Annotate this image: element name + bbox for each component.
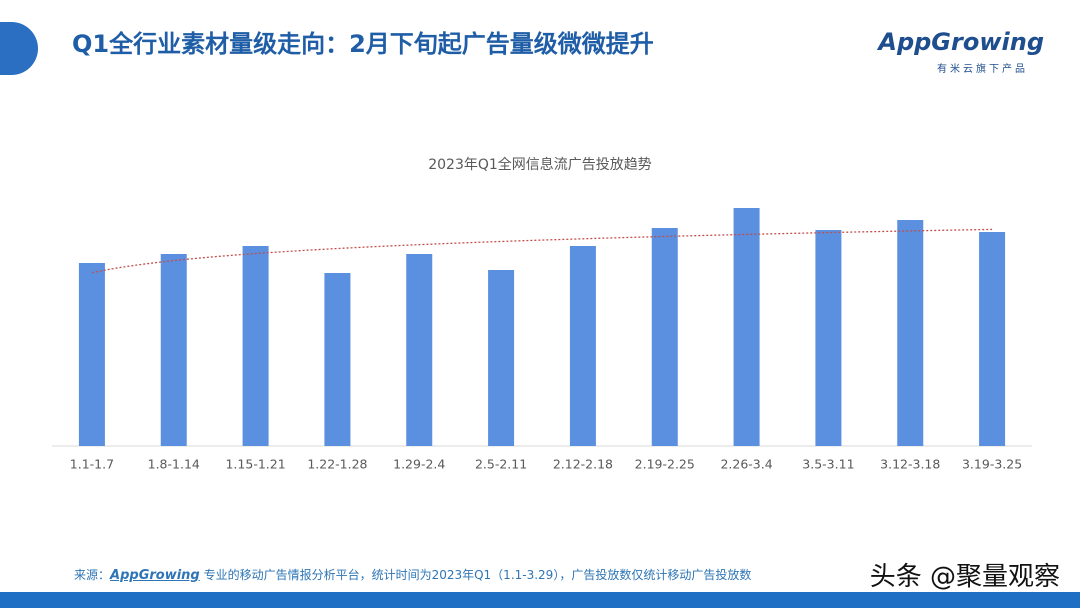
bar bbox=[815, 230, 842, 446]
x-tick-label: 2.12-2.18 bbox=[553, 457, 613, 472]
x-tick-label: 1.22-1.28 bbox=[307, 457, 367, 472]
bar bbox=[897, 220, 924, 446]
footer: 来源：AppGrowing 专业的移动广告情报分析平台，统计时间为2023年Q1… bbox=[74, 566, 751, 583]
source-label: 来源： bbox=[74, 568, 111, 582]
bar bbox=[406, 254, 433, 446]
x-tick-label: 1.1-1.7 bbox=[70, 457, 114, 472]
logo-tagline: 有米云旗下产品 bbox=[937, 64, 1028, 75]
bar bbox=[78, 263, 105, 446]
x-tick-label: 2.26-3.4 bbox=[720, 457, 772, 472]
x-tick-label: 1.15-1.21 bbox=[225, 457, 285, 472]
x-tick-label: 3.19-3.25 bbox=[962, 457, 1022, 472]
x-tick-label: 3.5-3.11 bbox=[802, 457, 854, 472]
bar bbox=[979, 232, 1006, 446]
x-tick-label: 1.29-2.4 bbox=[393, 457, 445, 472]
x-tick-label: 3.12-3.18 bbox=[880, 457, 940, 472]
watermark: 头条 @聚量观察 bbox=[869, 562, 1060, 592]
trendline bbox=[91, 228, 993, 274]
bar bbox=[733, 208, 760, 446]
x-tick-label: 2.19-2.25 bbox=[635, 457, 695, 472]
bar bbox=[160, 254, 187, 446]
bar bbox=[488, 270, 515, 446]
bar bbox=[242, 246, 269, 446]
source-text: 专业的移动广告情报分析平台，统计时间为2023年Q1（1.1-3.29），广告投… bbox=[203, 568, 752, 582]
bar bbox=[324, 273, 351, 446]
x-tick-label: 1.8-1.14 bbox=[148, 457, 200, 472]
bar bbox=[569, 246, 596, 446]
x-tick-label: 2.5-2.11 bbox=[475, 457, 527, 472]
chart-title: 2023年Q1全网信息流广告投放趋势 bbox=[428, 156, 652, 173]
bar bbox=[651, 228, 678, 446]
page-title: Q1全行业素材量级走向：2月下旬起广告量级微微提升 bbox=[72, 30, 654, 58]
source-brand: AppGrowing bbox=[110, 568, 200, 583]
logo: AppGrowing bbox=[878, 28, 1044, 56]
bottom-bar bbox=[0, 592, 1080, 608]
chart: 2023年Q1全网信息流广告投放趋势 1.1-1.7 1.8-1.14 1.15-1… bbox=[52, 156, 1032, 472]
